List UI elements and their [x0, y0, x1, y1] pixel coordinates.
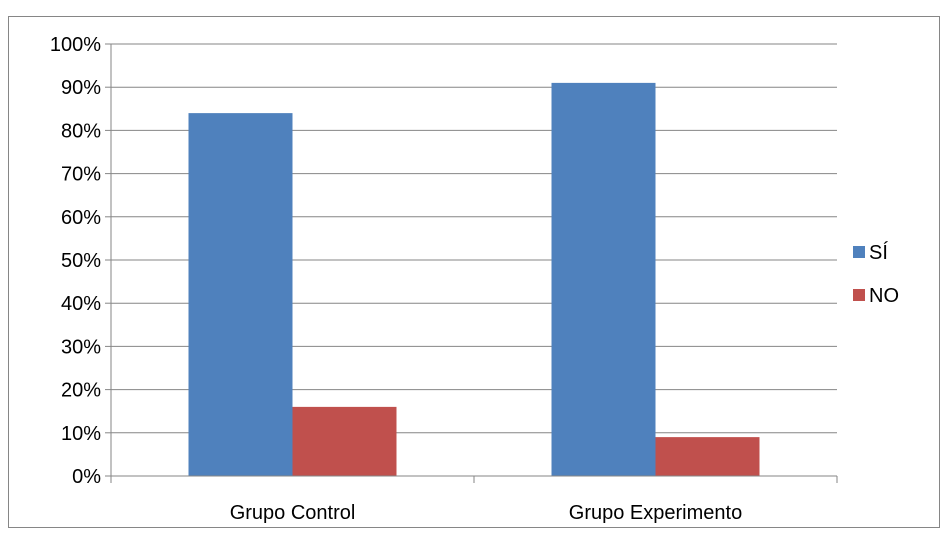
legend-label: SÍ [869, 241, 888, 264]
legend: SÍ NO [853, 241, 899, 307]
y-tick-label: 20% [61, 380, 101, 402]
y-tick-label: 10% [61, 423, 101, 445]
bar-NO-grupo-experimento [655, 437, 760, 476]
y-tick-label: 80% [61, 120, 101, 142]
bars [188, 82, 760, 477]
y-tick-label: 90% [61, 77, 101, 99]
x-tick-label: Grupo Experimento [569, 502, 742, 524]
bar-SÍ-grupo-experimento [551, 82, 656, 476]
legend-label: NO [869, 285, 899, 307]
y-tick-labels: 0% 10% 20% 30% 40% 50% 60% 70% 80% 90% 100% [50, 34, 101, 488]
y-tick-label: 60% [61, 207, 101, 229]
bar-SÍ-grupo-control [188, 113, 293, 477]
bar-NO-grupo-control [292, 406, 397, 476]
legend-swatch [853, 289, 865, 301]
chart-frame [8, 16, 940, 528]
y-tick-label: 40% [61, 293, 101, 315]
y-tick-label: 0% [72, 466, 101, 488]
y-tick-label: 100% [50, 34, 101, 56]
y-tick-label: 30% [61, 336, 101, 358]
x-tick-label: Grupo Control [230, 502, 356, 524]
y-tick-label: 50% [61, 250, 101, 272]
y-tick-label: 70% [61, 164, 101, 186]
x-tick-labels: Grupo Control Grupo Experimento [230, 502, 743, 524]
legend-swatch [853, 246, 865, 258]
axes [105, 43, 838, 483]
